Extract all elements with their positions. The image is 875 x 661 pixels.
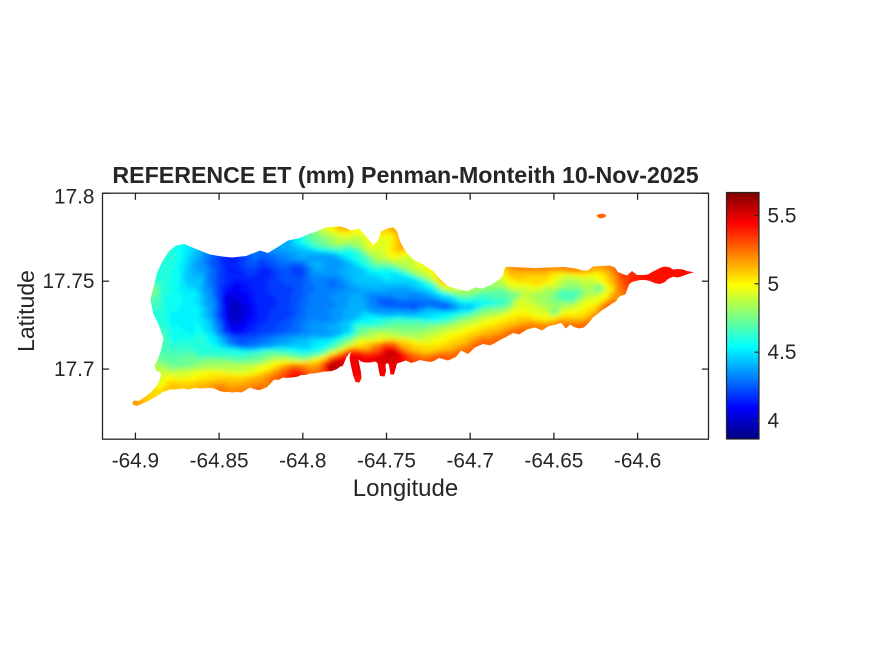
svg-text:-64.9: -64.9 bbox=[112, 450, 159, 473]
svg-text:-64.7: -64.7 bbox=[446, 450, 493, 473]
svg-text:-64.75: -64.75 bbox=[357, 450, 416, 473]
svg-text:5.5: 5.5 bbox=[768, 204, 797, 227]
svg-text:Longitude: Longitude bbox=[353, 475, 458, 502]
svg-text:-64.8: -64.8 bbox=[279, 450, 326, 473]
svg-text:17.8: 17.8 bbox=[54, 185, 94, 208]
svg-text:-64.65: -64.65 bbox=[524, 450, 583, 473]
svg-text:17.75: 17.75 bbox=[42, 270, 94, 293]
svg-text:4.5: 4.5 bbox=[768, 341, 797, 364]
svg-text:17.7: 17.7 bbox=[54, 358, 94, 381]
svg-text:REFERENCE ET (mm) Penman-Monte: REFERENCE ET (mm) Penman-Monteith 10-Nov… bbox=[112, 162, 698, 188]
svg-text:-64.6: -64.6 bbox=[614, 450, 661, 473]
svg-text:4: 4 bbox=[768, 410, 780, 433]
svg-text:5: 5 bbox=[768, 273, 780, 296]
svg-text:Latitude: Latitude bbox=[13, 270, 39, 352]
svg-text:-64.85: -64.85 bbox=[190, 450, 249, 473]
